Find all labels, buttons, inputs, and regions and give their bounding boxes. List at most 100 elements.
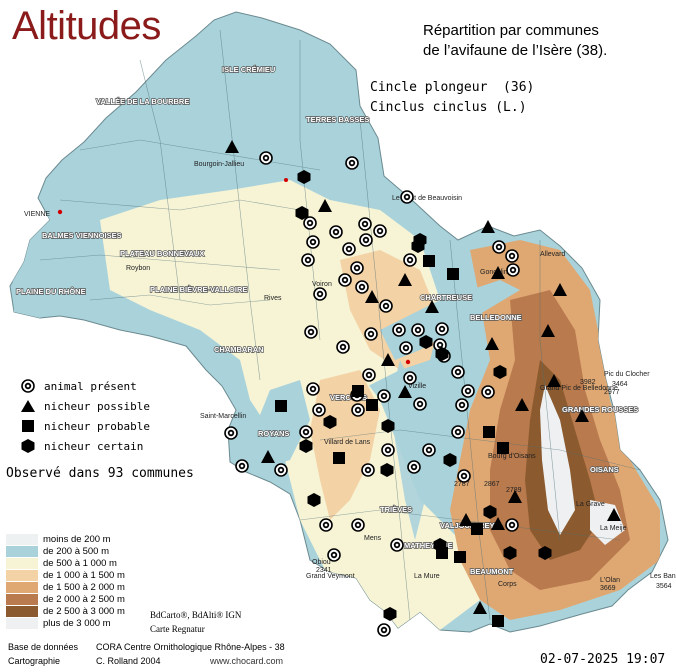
- altitude-label: de 500 à 1 000 m: [43, 557, 117, 569]
- marker-present-ring: [332, 553, 336, 557]
- marker-present-ring: [408, 376, 412, 380]
- marker-certain: [493, 365, 507, 379]
- marker-present-ring: [360, 285, 364, 289]
- marker-present-ring: [341, 345, 345, 349]
- place-label: Rives: [264, 295, 282, 302]
- footer-website[interactable]: www.chocard.com: [210, 656, 284, 666]
- altitude-swatch: [6, 557, 38, 569]
- marker-present-ring: [347, 247, 351, 251]
- marker-present-ring: [366, 468, 370, 472]
- place-label: La Mure: [414, 573, 440, 580]
- city-dot-grenoble: [405, 359, 411, 365]
- marker-probable: [423, 255, 435, 267]
- altitude-label: plus de 3 000 m: [43, 617, 111, 629]
- commune-boundaries: [39, 29, 641, 621]
- marker-present-ring: [418, 402, 422, 406]
- place-label: Allevard: [540, 251, 565, 258]
- marker-present-ring: [311, 240, 315, 244]
- city-dot: [284, 178, 288, 182]
- peak-altitude: 3982: [580, 379, 596, 386]
- altitude-swatch: [6, 533, 38, 545]
- place-label: Corps: [498, 581, 517, 588]
- marker-present: [364, 327, 378, 341]
- place-label: Voiron: [312, 281, 332, 288]
- marker-possible: [553, 283, 567, 296]
- place-label: L'Olan: [600, 577, 620, 584]
- marker-probable: [497, 442, 509, 454]
- marker-present-ring: [412, 465, 416, 469]
- place-label: VIENNE: [24, 211, 50, 218]
- marker-present-ring: [456, 430, 460, 434]
- marker-certain: [307, 493, 321, 507]
- marker-possible: [491, 266, 505, 279]
- altitude-label: de 2 500 à 3 000 m: [43, 605, 125, 617]
- marker-present: [313, 287, 327, 301]
- marker-present-ring: [456, 370, 460, 374]
- marker-present-ring: [279, 468, 283, 472]
- triangle-icon: [21, 400, 35, 412]
- marker-certain: [433, 538, 447, 552]
- marker-present: [390, 538, 404, 552]
- marker-present-ring: [427, 448, 431, 452]
- marker-present-ring: [364, 238, 368, 242]
- marker-possible: [225, 140, 239, 153]
- altitude-label: de 2 000 à 2 500 m: [43, 593, 125, 605]
- place-label: La Grave: [576, 501, 605, 508]
- marker-certain: [419, 335, 433, 349]
- marker-present: [329, 225, 343, 239]
- region-label: GRANDES ROUSSES: [562, 405, 638, 414]
- place-label: Bourgoin-Jallieu: [194, 161, 244, 168]
- peak-altitude: 2867: [484, 481, 500, 488]
- altitude-label: de 1 000 à 1 500 m: [43, 569, 125, 581]
- marker-certain: [295, 206, 309, 220]
- marker-present-ring: [466, 389, 470, 393]
- footer-base-value: CORA Centre Ornithologique Rhône-Alpes -…: [96, 642, 285, 652]
- region-label: VALLÉE DE LA BOURBRE: [96, 97, 189, 106]
- credit-regnatur: Carte Regnatur: [150, 624, 205, 634]
- legend-present: animal présent: [20, 376, 150, 396]
- marker-possible: [398, 273, 412, 286]
- region-label: PLAINE DU RHÔNE: [16, 287, 86, 296]
- marker-possible: [365, 290, 379, 303]
- marker-present-ring: [367, 373, 371, 377]
- marker-possible: [491, 517, 505, 530]
- marker-certain: [297, 170, 311, 184]
- marker-present: [359, 233, 373, 247]
- render-date: 02-07-2025 19:07: [540, 652, 666, 667]
- marker-present-ring: [240, 464, 244, 468]
- marker-present-ring: [408, 258, 412, 262]
- place-label: Vizille: [408, 383, 426, 390]
- marker-present: [407, 460, 421, 474]
- place-label: Roybon: [126, 265, 150, 272]
- marker-present: [451, 425, 465, 439]
- marker-present: [351, 518, 365, 532]
- peak-altitude: 3464: [612, 381, 628, 388]
- marker-present: [377, 623, 391, 637]
- marker-present: [274, 463, 288, 477]
- marker-present-ring: [306, 258, 310, 262]
- marker-present-ring: [304, 430, 308, 434]
- marker-present: [235, 459, 249, 473]
- observed-count: Observé dans 93 communes: [6, 466, 194, 481]
- marker-present: [299, 425, 313, 439]
- marker-possible: [318, 199, 332, 212]
- marker-present-ring: [311, 387, 315, 391]
- altitude-swatch: [6, 617, 38, 629]
- marker-possible: [425, 300, 439, 313]
- region-label: OISANS: [590, 465, 619, 474]
- marker-present-ring: [511, 268, 515, 272]
- place-label: Obiou: [312, 559, 331, 566]
- altitude-swatch: [6, 593, 38, 605]
- marker-present-ring: [309, 330, 313, 334]
- map-labels: ISLE CRÉMIEU VALLÉE DE LA BOURBRE TERRES B…: [15, 64, 676, 592]
- marker-present-ring: [317, 408, 321, 412]
- peak-altitude: 2977: [604, 389, 620, 396]
- altitude-swatch: [6, 605, 38, 617]
- marker-present-ring: [356, 523, 360, 527]
- marker-present: [403, 253, 417, 267]
- marker-present-ring: [384, 304, 388, 308]
- region-label: TERRES BASSES: [306, 115, 369, 124]
- marker-probable: [454, 551, 466, 563]
- marker-present: [327, 548, 341, 562]
- region-label: CHAMBARAN: [214, 345, 264, 354]
